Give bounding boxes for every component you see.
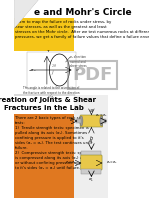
FancyBboxPatch shape	[81, 169, 101, 174]
FancyBboxPatch shape	[81, 151, 101, 156]
Ellipse shape	[100, 116, 103, 126]
Text: PDF: PDF	[72, 66, 113, 84]
Text: $\sigma_3\!=\!\sigma_2$: $\sigma_3\!=\!\sigma_2$	[65, 159, 76, 166]
FancyBboxPatch shape	[74, 95, 108, 198]
Text: $\sigma_1$: $\sigma_1$	[89, 177, 94, 184]
FancyBboxPatch shape	[14, 18, 74, 51]
Text: $\sigma_3\!=\!\sigma_2$: $\sigma_3\!=\!\sigma_2$	[106, 159, 118, 166]
Text: $\sigma_1 = \sigma_2$: $\sigma_1 = \sigma_2$	[95, 112, 108, 119]
Text: There are 2 basic types of rock strength
tests:
1)  Tensile strength tests: spec: There are 2 basic types of rock strength…	[15, 116, 96, 170]
FancyBboxPatch shape	[101, 119, 106, 123]
Text: This angle is related to the orientation of
the fracture with respect to the dir: This angle is related to the orientation…	[23, 86, 80, 99]
Polygon shape	[14, 0, 38, 28]
Text: $\sigma_1$: $\sigma_1$	[89, 139, 94, 146]
FancyBboxPatch shape	[14, 114, 74, 198]
Text: e and Mohr's Circle: e and Mohr's Circle	[34, 8, 132, 17]
Text: $2\theta$: $2\theta$	[51, 62, 58, 69]
Text: $\sigma$: $\sigma$	[75, 67, 80, 73]
Text: gram to map the failure of rocks under stress, by
hear stresses, as well as the : gram to map the failure of rocks under s…	[15, 20, 149, 39]
FancyBboxPatch shape	[76, 119, 81, 123]
Text: $\sigma_1$: $\sigma_1$	[69, 118, 75, 125]
Text: Creation of Joints & Shear
Fractures in the Lab: Creation of Joints & Shear Fractures in …	[0, 97, 96, 110]
Text: b: b	[90, 136, 93, 141]
Ellipse shape	[80, 116, 83, 126]
Text: a: a	[90, 108, 93, 113]
Text: σ₁ direction
normal and
shear stress: σ₁ direction normal and shear stress	[70, 55, 87, 68]
Polygon shape	[14, 0, 38, 28]
FancyBboxPatch shape	[27, 52, 76, 89]
Text: $\tau$: $\tau$	[46, 48, 50, 54]
FancyBboxPatch shape	[80, 115, 103, 127]
Text: $-\sigma_3$: $-\sigma_3$	[28, 67, 37, 74]
FancyBboxPatch shape	[81, 155, 102, 170]
